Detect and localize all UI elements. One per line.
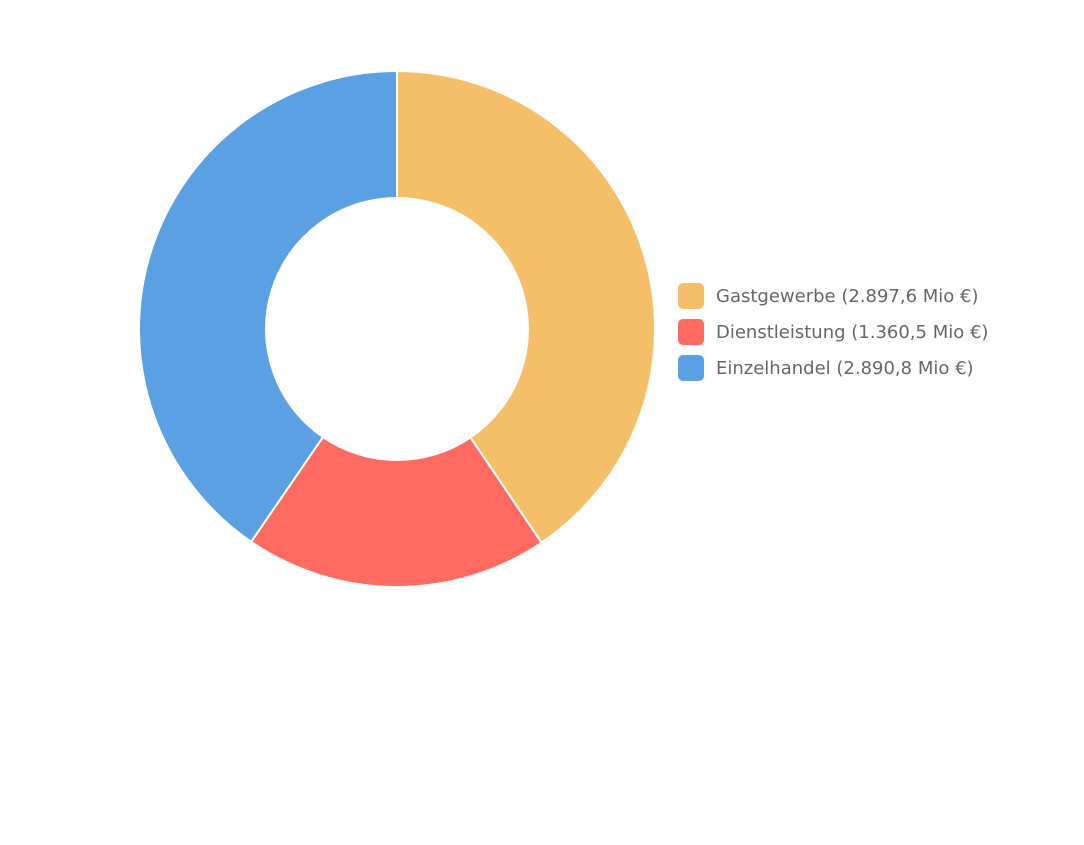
donut-slice [138, 69, 398, 544]
donut-slice [249, 435, 543, 588]
legend-swatch[interactable] [678, 283, 704, 309]
donut-slice [396, 69, 656, 545]
legend-swatch[interactable] [678, 319, 704, 345]
legend-swatch[interactable] [678, 355, 704, 381]
legend-label[interactable]: Einzelhandel (2.890,8 Mio €) [716, 358, 974, 379]
legend-label[interactable]: Dienstleistung (1.360,5 Mio €) [716, 322, 988, 343]
legend-label[interactable]: Gastgewerbe (2.897,6 Mio €) [716, 286, 979, 307]
